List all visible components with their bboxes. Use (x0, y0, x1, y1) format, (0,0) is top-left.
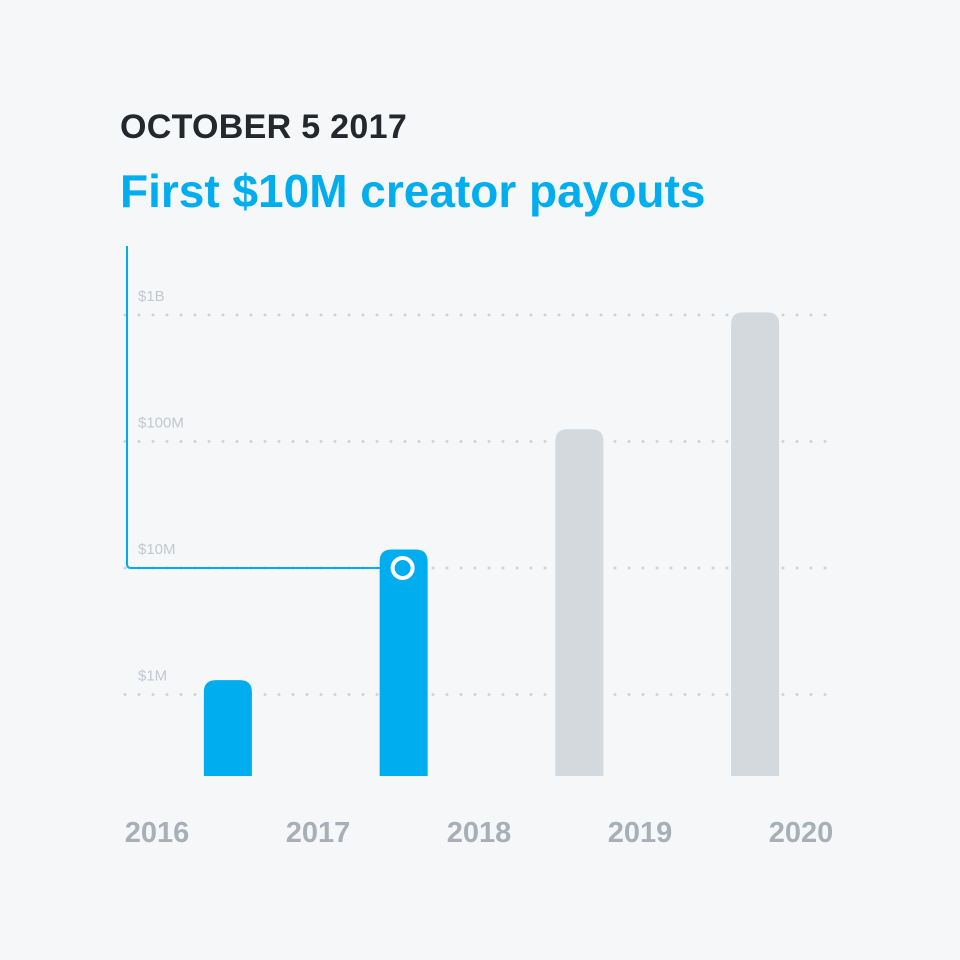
grid-lines (123, 313, 840, 696)
date-label: OCTOBER 5 2017 (120, 108, 408, 146)
y-tick-label: $1M (138, 668, 167, 685)
bar-2018-2019 (555, 429, 604, 776)
x-tick-label-2018: 2018 (447, 817, 512, 849)
x-tick-label-2020: 2020 (769, 817, 834, 849)
annotation-leader-line (126, 246, 403, 569)
x-tick-label-2017: 2017 (286, 817, 351, 849)
bar-2016-2017 (203, 680, 252, 776)
headline: First $10M creator payouts (120, 165, 706, 217)
x-tick-label-2019: 2019 (608, 817, 673, 849)
x-tick-labels: 2016 2017 2018 2019 2020 (125, 817, 834, 849)
bars (203, 312, 780, 776)
y-tick-labels: $1M $10M $100M $1B (138, 288, 184, 685)
x-tick-label-2016: 2016 (125, 817, 190, 849)
annotation-marker (390, 556, 415, 580)
y-tick-label: $100M (138, 415, 184, 432)
y-tick-label: $1B (138, 288, 165, 305)
y-tick-label: $10M (138, 541, 176, 558)
bar-2019-2020 (731, 312, 780, 776)
bar-2017-2018 (379, 549, 428, 776)
milestone-annotation (126, 246, 415, 580)
